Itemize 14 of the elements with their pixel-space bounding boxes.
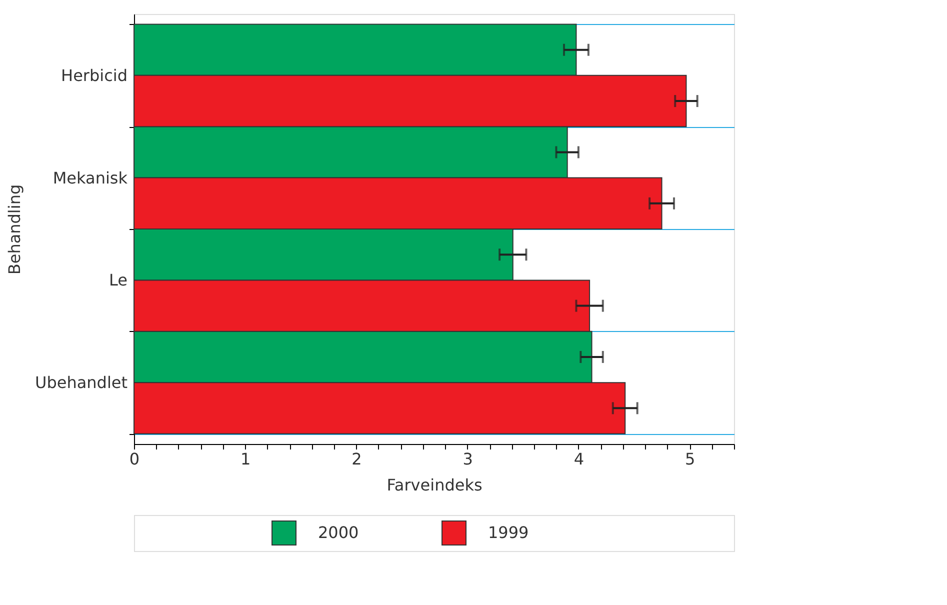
- legend-label: 2000: [318, 523, 359, 542]
- x-tick-label: 2: [352, 450, 362, 468]
- x-tick-label: 3: [462, 450, 473, 468]
- legend-label: 1999: [488, 523, 529, 542]
- y-tick-label: Le: [109, 270, 128, 290]
- y-tick-label: Herbicid: [61, 66, 128, 85]
- x-tick-label: 4: [574, 450, 584, 468]
- y-tick-label: Mekanisk: [52, 168, 128, 188]
- x-tick-label: 1: [240, 450, 251, 468]
- y-axis-title: Behandling: [4, 184, 24, 275]
- y-tick-label: Ubehandlet: [34, 373, 128, 392]
- x-tick-label: 0: [129, 450, 140, 468]
- x-tick-label: 5: [684, 450, 696, 468]
- x-axis-title: Farveindeks: [386, 476, 482, 494]
